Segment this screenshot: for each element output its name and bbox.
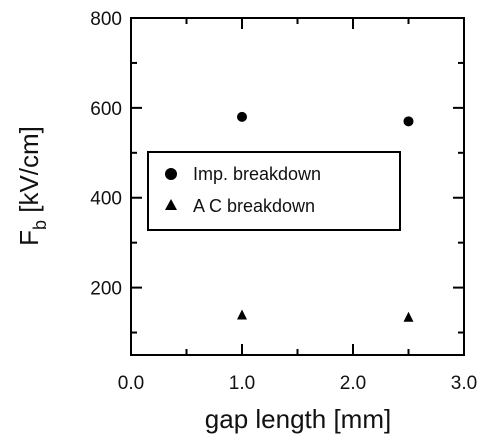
y-axis-label-main: F bbox=[14, 230, 44, 246]
x-tick-label: 3.0 bbox=[451, 373, 477, 394]
x-tick-label: 2.0 bbox=[340, 373, 366, 394]
imp-breakdown-point bbox=[403, 116, 414, 127]
tick-labels: 0.0 1.0 2.0 3.0 200 400 600 800 bbox=[90, 9, 477, 394]
legend-label-imp: Imp. breakdown bbox=[193, 164, 321, 184]
axis-ticks bbox=[130, 17, 465, 355]
x-tick-label: 1.0 bbox=[229, 373, 255, 394]
x-axis-label: gap length [mm] bbox=[205, 404, 391, 434]
legend-box bbox=[147, 151, 401, 231]
y-tick-label: 600 bbox=[90, 99, 122, 120]
imp-breakdown-point bbox=[237, 111, 247, 122]
x-tick-label: 0.0 bbox=[118, 373, 144, 394]
y-axis-label: Fb [kV/cm] bbox=[14, 126, 50, 246]
y-axis-label-subscript: b bbox=[30, 220, 50, 230]
y-axis-label-unit: [kV/cm] bbox=[14, 126, 44, 220]
legend-label-ac: A C breakdown bbox=[193, 196, 315, 216]
legend: Imp. breakdown A C breakdown bbox=[147, 151, 401, 231]
ac-breakdown-point bbox=[403, 311, 414, 322]
data-points bbox=[237, 111, 414, 322]
y-tick-label: 800 bbox=[90, 9, 122, 30]
y-tick-label: 200 bbox=[90, 279, 122, 300]
y-tick-label: 400 bbox=[90, 189, 122, 210]
legend-marker-circle bbox=[165, 168, 177, 180]
ac-breakdown-point bbox=[237, 309, 247, 320]
legend-marker-triangle bbox=[165, 199, 177, 210]
